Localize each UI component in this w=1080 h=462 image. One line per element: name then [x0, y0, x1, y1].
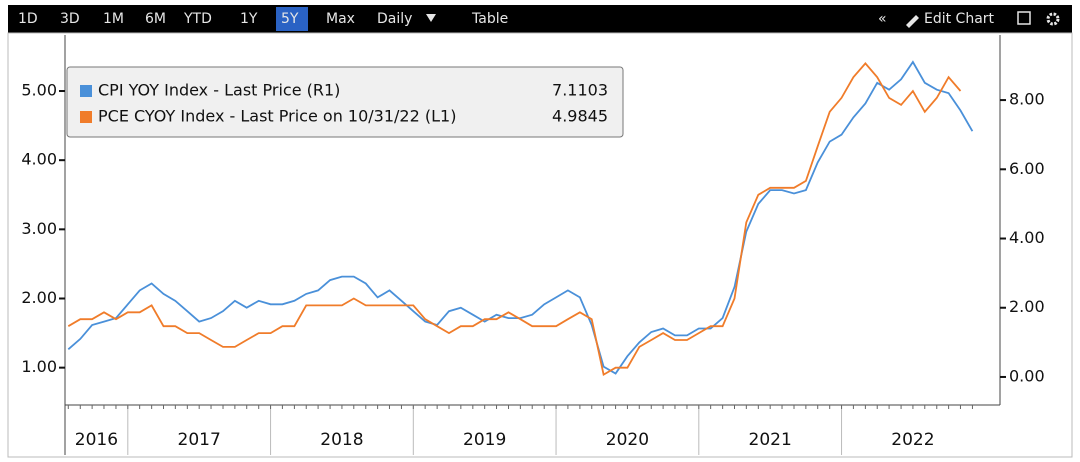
range-button[interactable]: YTD [183, 11, 212, 27]
collapse-icon[interactable]: « [878, 11, 887, 27]
y2-tick-label: 6.00 [1009, 159, 1045, 178]
x-tick-label: 2017 [178, 430, 221, 450]
legend-label: PCE CYOY Index - Last Price on 10/31/22 … [98, 107, 456, 126]
range-button[interactable]: 1M [103, 11, 124, 27]
range-button[interactable]: 3D [60, 11, 80, 27]
toolbar-right: « Edit Chart [878, 11, 1060, 28]
toolbar [8, 5, 1072, 33]
y-tick-label: 2.00 [21, 288, 57, 307]
series-line [67, 62, 962, 376]
y2-tick-label: 2.00 [1009, 297, 1045, 316]
legend-label: CPI YOY Index - Last Price (R1) [98, 81, 340, 100]
x-tick-label: 2022 [891, 430, 934, 450]
legend-swatch [80, 111, 92, 123]
dropdown-arrow [426, 14, 436, 22]
x-tick-label: 2021 [749, 430, 792, 450]
legend-swatch [80, 85, 92, 97]
x-tick-label: 2020 [606, 430, 649, 450]
settings-icon[interactable] [1046, 12, 1060, 26]
legend: CPI YOY Index - Last Price (R1) 7.1103 PCE… [66, 66, 624, 138]
legend-box [66, 66, 624, 138]
range-button[interactable]: 5Y [281, 11, 299, 27]
y-tick-label: 3.00 [21, 219, 57, 238]
y-tick-label: 4.00 [21, 150, 57, 169]
legend-value: 4.9845 [552, 107, 608, 126]
series-line [67, 60, 974, 375]
y-tick-label: 5.00 [21, 81, 57, 100]
range-button[interactable]: 1Y [240, 11, 258, 27]
annotate-icon[interactable] [1017, 11, 1031, 25]
range-selected [276, 7, 308, 31]
y-tick-label: 1.00 [21, 357, 57, 376]
y2-tick-label: 8.00 [1009, 90, 1045, 109]
range-button[interactable]: 6M [145, 11, 166, 27]
x-tick-label: 2018 [320, 430, 363, 450]
pencil-icon [906, 15, 919, 28]
range-button[interactable]: 1D [18, 11, 38, 27]
legend-value: 7.1103 [552, 81, 608, 100]
range-button[interactable]: Max [326, 11, 355, 27]
y2-tick-label: 4.00 [1009, 228, 1045, 247]
table-button[interactable]: Table [471, 11, 508, 27]
x-tick-label: 2016 [75, 430, 118, 450]
edit-chart[interactable]: Edit Chart [924, 11, 995, 27]
x-tick-label: 2019 [463, 430, 506, 450]
y2-tick-label: 0.00 [1009, 366, 1045, 385]
frequency-dropdown[interactable]: Daily [377, 11, 412, 27]
